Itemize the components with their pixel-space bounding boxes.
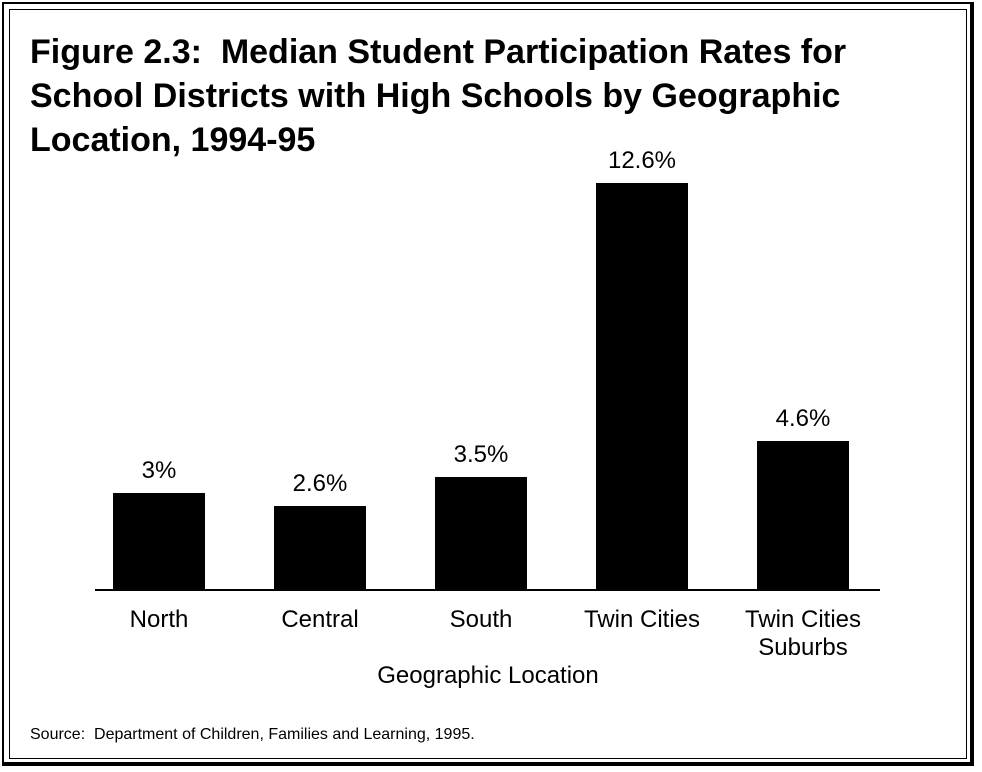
bar [113, 493, 205, 590]
value-label: 12.6% [607, 147, 677, 175]
value-label: 3% [141, 457, 177, 485]
x-axis-title: Geographic Location [377, 662, 599, 689]
x-tick-label: Central [281, 606, 359, 633]
chart-title: Figure 2.3: Median Student Participation… [30, 33, 856, 159]
value-label: 4.6% [775, 405, 831, 433]
x-tick-label: Twin Cities [583, 606, 701, 633]
x-tick-label: North [129, 606, 189, 633]
x-tick-label: Twin Cities Suburbs [744, 606, 862, 661]
x-axis-line [95, 589, 880, 591]
bar [757, 441, 849, 590]
bar [596, 183, 688, 590]
bar [435, 476, 527, 590]
bar [274, 506, 366, 590]
value-label: 2.6% [292, 470, 348, 498]
source-note: Source: Department of Children, Families… [30, 726, 475, 743]
x-tick-label: South [449, 606, 513, 633]
inner-frame [9, 9, 967, 759]
outer-frame [2, 2, 974, 766]
value-label: 3.5% [453, 440, 509, 468]
